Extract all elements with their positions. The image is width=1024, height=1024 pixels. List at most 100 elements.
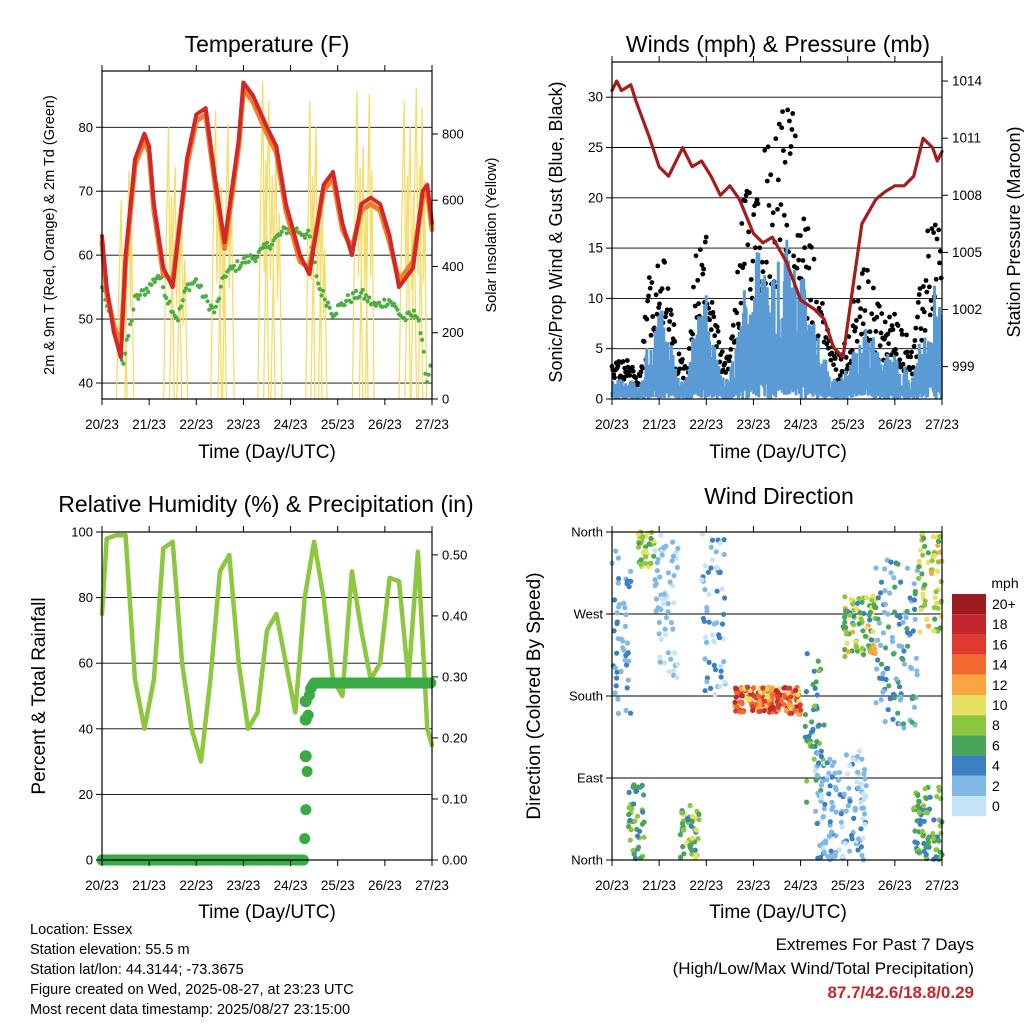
gust-point <box>794 265 800 271</box>
gust-point <box>820 301 825 306</box>
gust-point <box>715 328 721 334</box>
direction-point <box>921 848 927 854</box>
temperature-title: Temperature (F) <box>185 31 350 57</box>
dewpoint-point <box>170 310 175 315</box>
dewpoint-point <box>380 304 385 309</box>
dewpoint-point <box>260 246 265 251</box>
gust-point <box>630 364 635 370</box>
dewpoint-point <box>294 226 299 231</box>
gust-point <box>620 359 626 364</box>
direction-point <box>717 683 723 690</box>
direction-point <box>708 685 714 692</box>
direction-point <box>775 695 781 701</box>
gust-point <box>686 346 692 351</box>
direction-point <box>814 739 820 745</box>
direction-point <box>829 799 835 805</box>
direction-point <box>662 626 668 632</box>
direction-point <box>930 831 936 837</box>
direction-point <box>856 748 863 754</box>
dewpoint-point <box>421 349 426 354</box>
direction-point <box>628 827 634 833</box>
direction-point <box>635 833 641 839</box>
direction-point <box>922 602 928 608</box>
solar-spike <box>305 100 316 400</box>
direction-point <box>892 584 898 590</box>
y-tick-label: North <box>571 853 603 868</box>
direction-point <box>700 615 707 622</box>
direction-point <box>826 833 832 839</box>
direction-point <box>854 779 860 785</box>
direction-point <box>721 659 727 665</box>
gust-point <box>832 356 838 361</box>
y2-tick-label: 800 <box>442 126 464 141</box>
direction-point <box>809 728 816 734</box>
direction-point <box>640 809 646 815</box>
direction-point <box>636 544 642 550</box>
gust-point <box>908 354 914 360</box>
direction-point <box>614 669 620 675</box>
extremes-subtitle: (High/Low/Max Wind/Total Precipitation) <box>672 959 974 978</box>
direction-point <box>888 559 894 565</box>
direction-point <box>886 683 892 689</box>
direction-point <box>887 696 893 702</box>
gust-point <box>831 362 836 368</box>
direction-point <box>665 650 671 656</box>
direction-point <box>833 849 839 855</box>
direction-point <box>625 677 631 683</box>
gust-point <box>645 298 650 304</box>
gust-point <box>630 368 636 374</box>
gust-point <box>882 319 888 325</box>
direction-point <box>751 693 757 699</box>
direction-point <box>916 809 922 816</box>
gust-point <box>814 299 819 305</box>
dewpoint-point <box>203 294 208 299</box>
gust-point <box>644 316 650 322</box>
direction-point <box>803 689 810 695</box>
dewpoint-point <box>121 361 126 366</box>
gust-point <box>857 314 863 320</box>
gust-point <box>767 274 773 279</box>
direction-point <box>663 632 669 638</box>
gust-point <box>882 336 887 342</box>
station-latlon: Station lat/lon: 44.3144; -73.3675 <box>30 962 244 978</box>
direction-point <box>689 813 696 820</box>
gust-point <box>892 311 897 317</box>
direction-point <box>809 743 815 750</box>
direction-point <box>883 676 889 683</box>
direction-point <box>718 668 724 674</box>
gust-point <box>879 311 885 316</box>
direction-point <box>631 801 637 807</box>
direction-point <box>843 624 849 631</box>
direction-point <box>671 667 677 674</box>
gust-point <box>647 285 653 291</box>
direction-point <box>938 579 944 585</box>
direction-point <box>717 569 723 576</box>
direction-point <box>888 570 894 576</box>
direction-point <box>904 565 911 571</box>
direction-point <box>699 531 706 537</box>
direction-point <box>722 595 728 601</box>
direction-point <box>613 548 619 554</box>
direction-point <box>713 549 719 555</box>
y2-tick-label: 0 <box>442 392 449 407</box>
direction-point <box>815 751 821 757</box>
dewpoint-point <box>423 371 428 376</box>
dewpoint-point <box>304 232 309 237</box>
direction-point <box>614 675 620 681</box>
direction-point <box>797 702 803 708</box>
direction-point <box>847 798 853 804</box>
direction-point <box>859 599 865 605</box>
direction-point <box>804 778 810 784</box>
direction-point <box>716 635 723 641</box>
direction-point <box>814 772 820 779</box>
x-tick-label: 23/23 <box>227 417 261 432</box>
direction-point <box>618 668 624 675</box>
direction-point <box>674 674 680 681</box>
direction-point <box>809 719 815 725</box>
gust-point <box>907 367 913 373</box>
dewpoint-point <box>223 274 228 279</box>
dewpoint-point <box>253 259 258 264</box>
direction-point <box>802 712 809 718</box>
dewpoint-point <box>123 351 128 356</box>
dewpoint-point <box>128 322 133 327</box>
